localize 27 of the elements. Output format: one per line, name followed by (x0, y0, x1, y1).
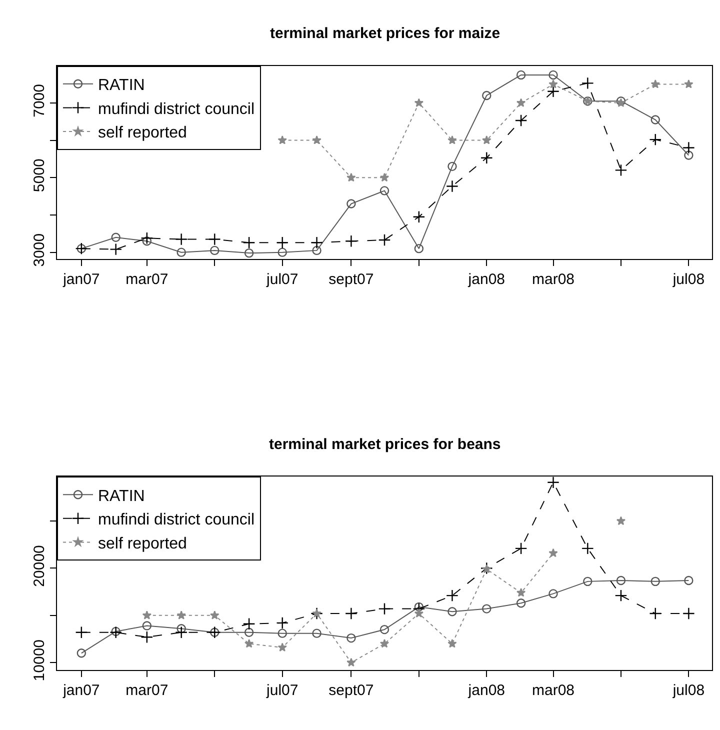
x-tick-label: jan08 (467, 682, 505, 699)
legend-label: mufindi district council (98, 100, 254, 118)
x-tick-label: mar07 (126, 682, 168, 699)
x-tick-label: jan07 (62, 682, 100, 699)
x-tick-label: sept07 (328, 271, 374, 288)
y-tick-label: 20000 (31, 545, 48, 587)
legend-label: self reported (98, 124, 187, 142)
chart-title: terminal market prices for maize (270, 25, 500, 42)
legend-label: RATIN (98, 77, 145, 94)
x-tick-label: jul07 (266, 682, 298, 699)
x-tick-label: jan07 (62, 271, 100, 288)
y-tick-label: 5000 (31, 158, 48, 192)
legend-label: mufindi district council (98, 512, 254, 529)
legend-label: self reported (98, 535, 187, 552)
y-tick-label: 3000 (31, 233, 48, 267)
x-tick-label: mar07 (126, 271, 168, 288)
x-tick-label: mar08 (532, 271, 575, 288)
y-tick-label: 7000 (31, 84, 48, 118)
y-tick-label: 10000 (31, 639, 48, 682)
x-tick-label: mar08 (532, 682, 575, 699)
x-tick-label: sept07 (328, 682, 374, 699)
chart-title: terminal market prices for beans (269, 436, 501, 453)
x-tick-label: jul08 (672, 682, 705, 699)
x-tick-label: jul07 (266, 271, 298, 288)
x-tick-label: jan08 (467, 271, 505, 288)
x-tick-label: jul08 (672, 271, 705, 288)
legend-label: RATIN (98, 488, 145, 505)
